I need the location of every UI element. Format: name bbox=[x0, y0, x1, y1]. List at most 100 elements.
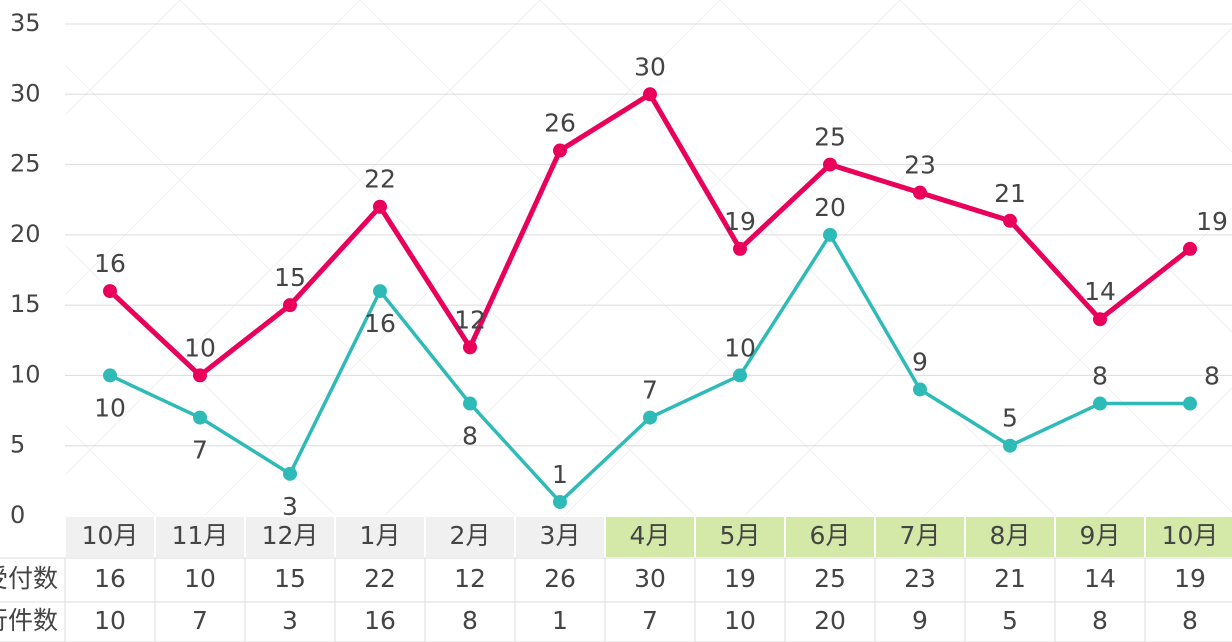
table-value: 26 bbox=[544, 564, 576, 593]
header-cell bbox=[154, 515, 246, 559]
point bbox=[643, 87, 657, 102]
table-value: 16 bbox=[94, 564, 126, 593]
table-value: 15 bbox=[274, 564, 306, 593]
table-value: 8 bbox=[462, 606, 478, 635]
data-label: 7 bbox=[642, 376, 658, 405]
point bbox=[1003, 438, 1017, 453]
table-value: 1 bbox=[552, 606, 568, 635]
table-value: 14 bbox=[1084, 564, 1116, 593]
data-label: 12 bbox=[454, 305, 486, 334]
data-label: 20 bbox=[814, 193, 846, 222]
point bbox=[913, 382, 927, 397]
point bbox=[553, 143, 567, 158]
table-value: 8 bbox=[1092, 606, 1108, 635]
point bbox=[103, 284, 117, 299]
header-cell bbox=[784, 515, 876, 559]
table-value: 25 bbox=[814, 564, 846, 593]
y-tick-label: 0 bbox=[10, 501, 25, 529]
point bbox=[193, 410, 207, 425]
point bbox=[1093, 396, 1107, 411]
category-label: 9月 bbox=[1080, 521, 1121, 550]
table-value: 21 bbox=[994, 564, 1026, 593]
point bbox=[1183, 396, 1197, 411]
data-label: 8 bbox=[1204, 362, 1220, 391]
data-label: 10 bbox=[184, 333, 216, 362]
point bbox=[373, 199, 387, 214]
table-value: 23 bbox=[904, 564, 936, 593]
category-label: 4月 bbox=[630, 521, 671, 550]
data-label: 1 bbox=[552, 460, 568, 489]
category-label: 7月 bbox=[900, 521, 941, 550]
table-value: 9 bbox=[912, 606, 928, 635]
y-tick-label: 20 bbox=[10, 220, 41, 248]
row-label: 実行件数 bbox=[0, 606, 58, 635]
header-cell bbox=[64, 515, 156, 559]
category-label: 3月 bbox=[540, 521, 581, 550]
header-cell bbox=[424, 515, 516, 559]
y-tick-label: 35 bbox=[10, 9, 41, 37]
data-label: 3 bbox=[282, 492, 298, 521]
point bbox=[733, 368, 747, 383]
data-label: 8 bbox=[462, 422, 478, 451]
table-value: 10 bbox=[94, 606, 126, 635]
point bbox=[823, 157, 837, 172]
header-cell bbox=[514, 515, 606, 559]
table-value: 3 bbox=[282, 606, 298, 635]
header-cell bbox=[604, 515, 696, 559]
data-label: 16 bbox=[94, 249, 126, 278]
category-label: 2月 bbox=[450, 521, 491, 550]
point bbox=[643, 410, 657, 425]
table-value: 8 bbox=[1182, 606, 1198, 635]
header-cell bbox=[334, 515, 426, 559]
data-label: 21 bbox=[994, 179, 1026, 208]
data-label: 14 bbox=[1084, 277, 1116, 306]
background bbox=[65, 0, 1232, 516]
category-label: 10月 bbox=[82, 521, 139, 550]
data-label: 5 bbox=[1002, 404, 1018, 433]
data-label: 15 bbox=[274, 263, 306, 292]
header-cell bbox=[964, 515, 1056, 559]
table-value: 12 bbox=[454, 564, 486, 593]
point bbox=[103, 368, 117, 383]
data-label: 19 bbox=[724, 207, 756, 236]
y-tick-label: 10 bbox=[10, 360, 41, 388]
category-label: 12月 bbox=[262, 521, 319, 550]
point bbox=[193, 368, 207, 383]
table-value: 5 bbox=[1002, 606, 1018, 635]
point bbox=[1093, 312, 1107, 327]
data-label: 26 bbox=[544, 109, 576, 138]
y-tick-label: 30 bbox=[10, 79, 41, 107]
data-label: 7 bbox=[192, 436, 208, 465]
data-label: 10 bbox=[724, 333, 756, 362]
table-value: 10 bbox=[724, 606, 756, 635]
data-label: 8 bbox=[1092, 362, 1108, 391]
category-label: 6月 bbox=[810, 521, 851, 550]
point bbox=[823, 227, 837, 242]
table-value: 7 bbox=[192, 606, 208, 635]
point bbox=[1003, 213, 1017, 228]
point bbox=[733, 241, 747, 256]
y-tick-label: 5 bbox=[10, 431, 25, 459]
data-label: 23 bbox=[904, 151, 936, 180]
y-tick-label: 25 bbox=[10, 150, 41, 178]
point bbox=[283, 466, 297, 481]
category-label: 5月 bbox=[720, 521, 761, 550]
data-label: 30 bbox=[634, 52, 666, 81]
category-label: 10月 bbox=[1162, 521, 1219, 550]
point bbox=[553, 494, 567, 509]
header-cell bbox=[1054, 515, 1146, 559]
row-label: 受付数 bbox=[0, 564, 58, 593]
table-value: 10 bbox=[184, 564, 216, 593]
point bbox=[463, 340, 477, 355]
point bbox=[283, 298, 297, 313]
y-tick-label: 15 bbox=[10, 290, 41, 318]
category-label: 1月 bbox=[360, 521, 401, 550]
point bbox=[463, 396, 477, 411]
point bbox=[1183, 241, 1197, 256]
point bbox=[913, 185, 927, 200]
category-label: 8月 bbox=[990, 521, 1031, 550]
data-label: 16 bbox=[364, 309, 396, 338]
table-value: 16 bbox=[364, 606, 396, 635]
header-cell bbox=[1144, 515, 1232, 559]
